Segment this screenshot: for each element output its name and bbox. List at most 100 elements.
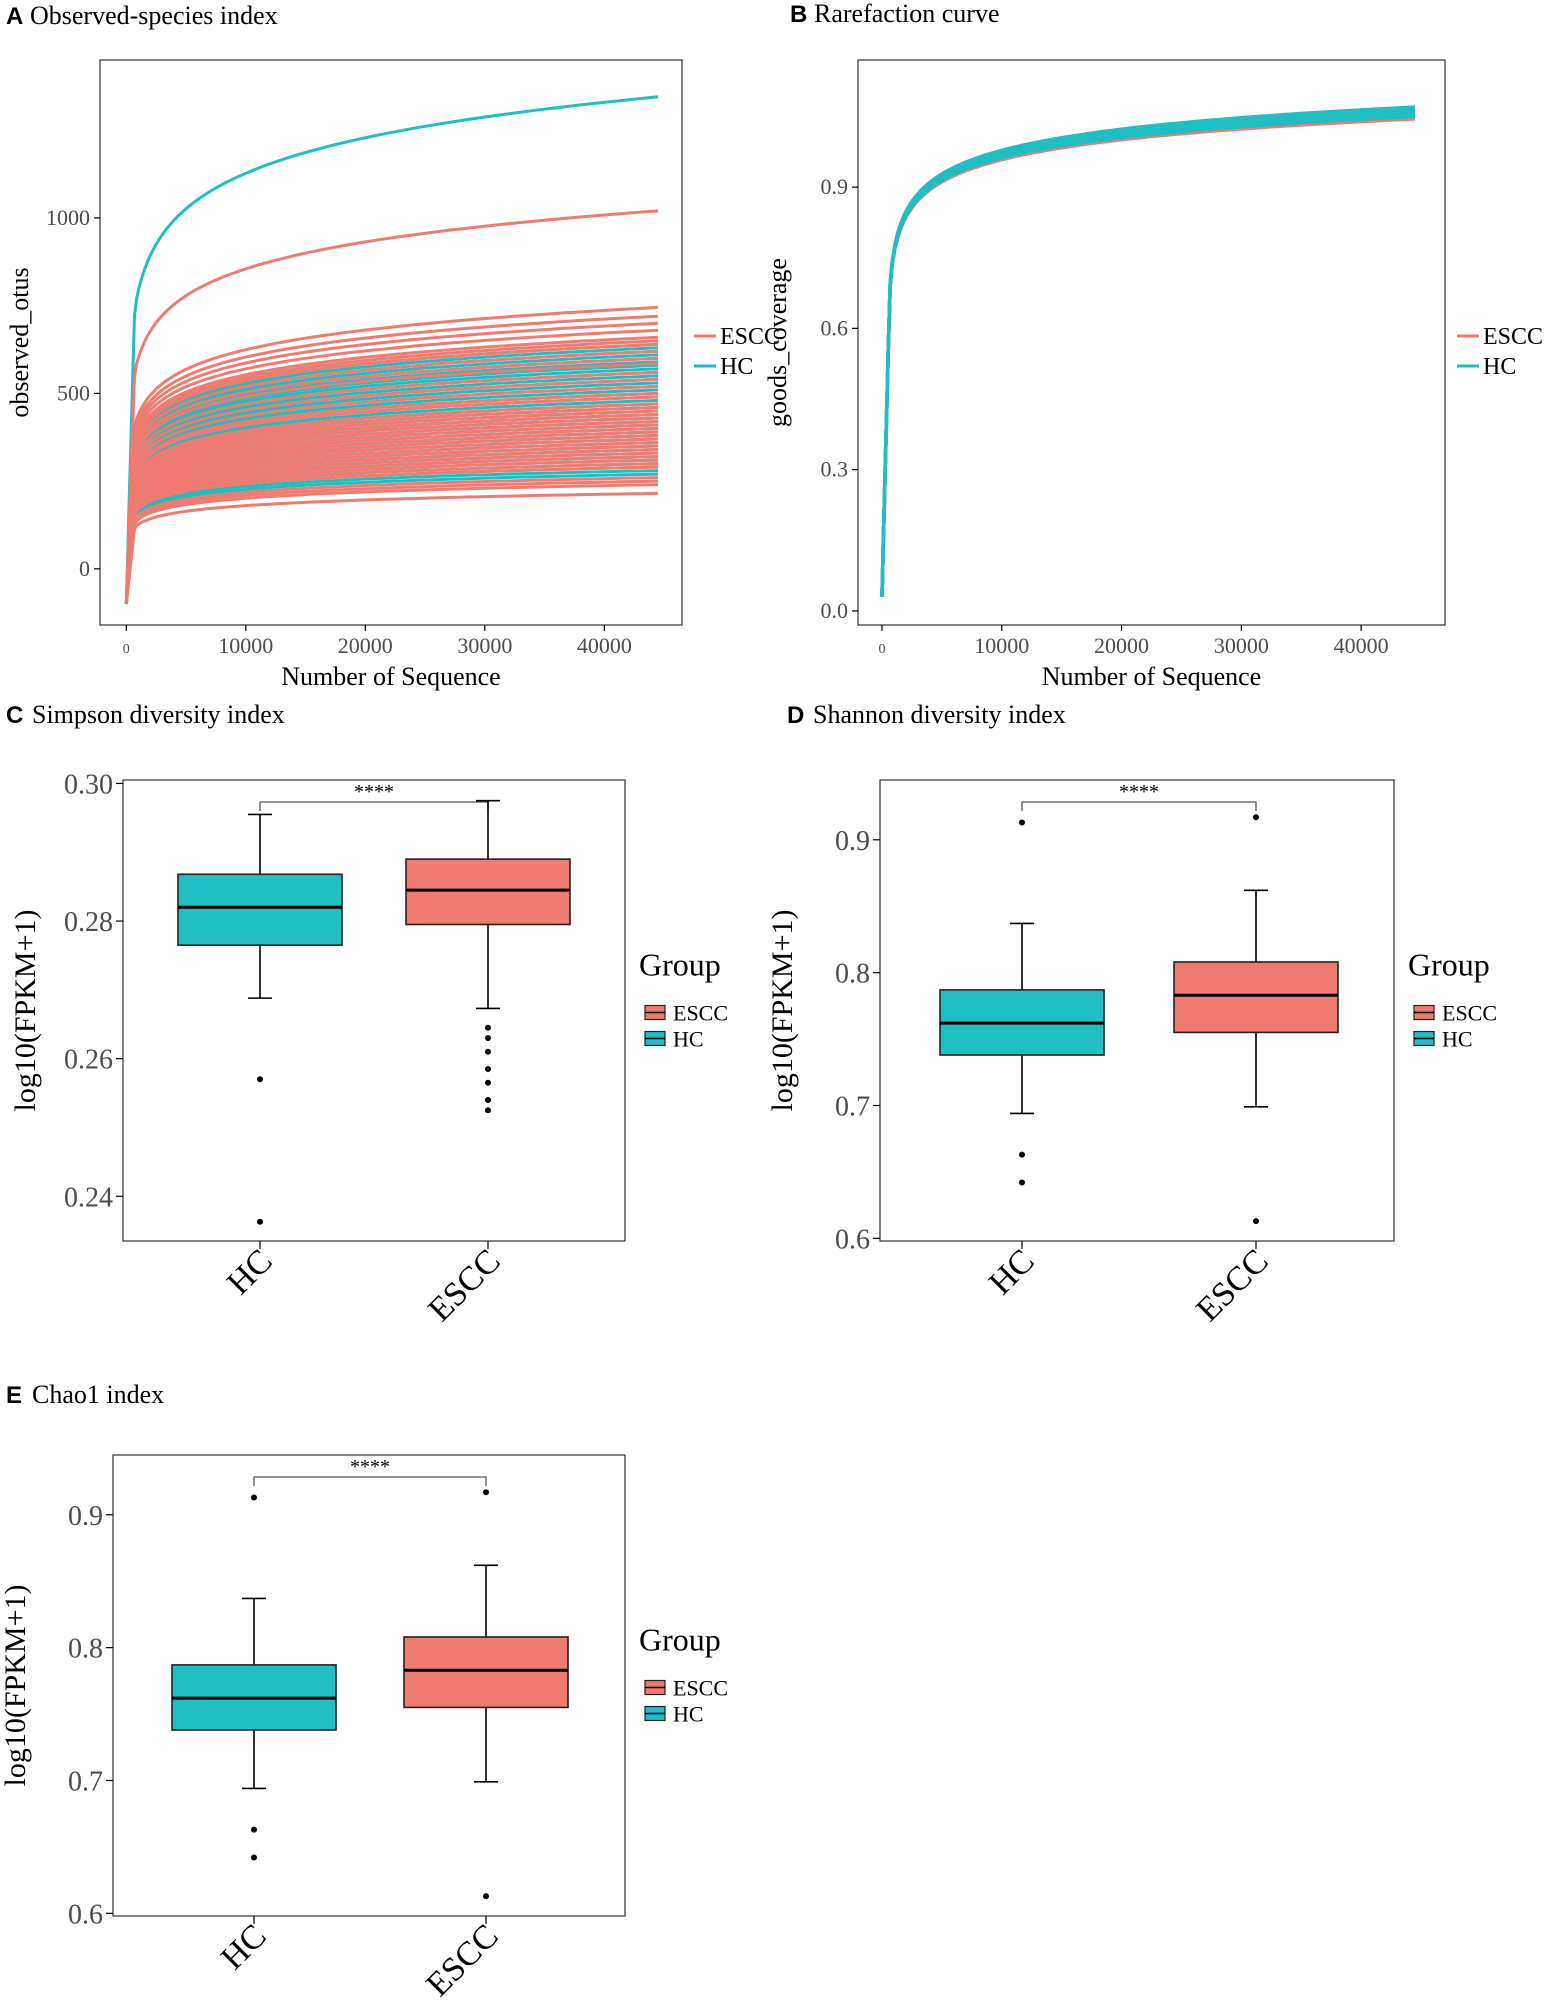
axes: 0 10000 20000 30000 40000 0.0 0.3 0.6 0.9 bbox=[821, 174, 1389, 658]
box-escc bbox=[405, 799, 571, 1114]
panel-label: A bbox=[6, 3, 23, 30]
outlier-point bbox=[485, 1096, 491, 1103]
curve-ESCC-36 bbox=[124, 479, 659, 605]
x-tick-label: 40000 bbox=[1334, 633, 1389, 658]
panel-label: C bbox=[6, 702, 23, 729]
box-iqr bbox=[1173, 961, 1339, 1034]
box-hc bbox=[177, 813, 343, 1225]
y-tick-label: 0.8 bbox=[68, 1634, 103, 1665]
x-axis-label: Number of Sequence bbox=[281, 662, 500, 691]
curve-ESCC-2 bbox=[124, 314, 659, 605]
box-iqr bbox=[405, 858, 571, 926]
axes: 0.6 0.7 0.8 0.9 HC ESCC bbox=[68, 1501, 506, 2004]
curve-ESCC-13 bbox=[124, 384, 659, 605]
y-tick-label: 1000 bbox=[46, 205, 90, 230]
significance-bracket: **** bbox=[259, 781, 489, 811]
significance-stars: **** bbox=[1119, 781, 1159, 803]
outlier-point bbox=[1019, 1151, 1025, 1158]
y-axis-label: log10(FPKM+1) bbox=[766, 910, 799, 1112]
outlier-point bbox=[483, 1489, 489, 1496]
curve-HC-2 bbox=[880, 110, 1416, 597]
x-tick-label: 30000 bbox=[457, 633, 512, 658]
plot-frame bbox=[122, 779, 626, 1242]
curve-ESCC-4 bbox=[124, 328, 659, 605]
legend-label-escc: ESCC bbox=[1483, 324, 1543, 350]
x-tick-label: 0 bbox=[123, 642, 130, 657]
significance-bracket: **** bbox=[253, 1456, 487, 1486]
x-tick-label: 30000 bbox=[1214, 633, 1269, 658]
x-tick-label: HC bbox=[220, 1242, 280, 1302]
legend-label-escc: ESCC bbox=[1442, 1001, 1497, 1026]
box-hc bbox=[171, 1494, 337, 1861]
y-axis-label: log10(FPKM+1) bbox=[0, 1585, 32, 1787]
curve-ESCC-7 bbox=[124, 342, 659, 605]
curve-ESCC-35 bbox=[124, 476, 659, 605]
panel-label: E bbox=[6, 1382, 22, 1409]
y-tick-label: 500 bbox=[57, 380, 90, 405]
curve-ESCC-38 bbox=[124, 491, 659, 605]
y-tick-label: 0.8 bbox=[835, 959, 870, 990]
y-axis-label: goods_coverage bbox=[763, 258, 792, 427]
curve-ESCC-1 bbox=[124, 305, 659, 605]
box-hc bbox=[939, 819, 1105, 1186]
x-tick-label: 20000 bbox=[338, 633, 393, 658]
y-tick-label: 0.3 bbox=[821, 457, 849, 482]
panel-C: C Simpson diversity index **** 0.24 0.26 0.28… bbox=[6, 700, 728, 1329]
curve-ESCC-0 bbox=[880, 117, 1416, 597]
legend-label-hc: HC bbox=[1483, 354, 1516, 380]
outlier-point bbox=[483, 1893, 489, 1900]
panel-label: D bbox=[787, 702, 804, 729]
curve-HC-0 bbox=[880, 114, 1416, 597]
box-escc bbox=[403, 1489, 569, 1900]
legend-title: Group bbox=[639, 1622, 721, 1658]
outlier-point bbox=[251, 1826, 257, 1833]
y-tick-label: 0.9 bbox=[821, 174, 849, 199]
x-tick-label: 10000 bbox=[974, 633, 1029, 658]
x-tick-label: 0 bbox=[878, 642, 885, 657]
legend-title: Group bbox=[1408, 947, 1490, 983]
legend-title: Group bbox=[639, 947, 721, 983]
significance-bracket: **** bbox=[1021, 781, 1257, 811]
y-tick-label: 0.30 bbox=[64, 769, 113, 800]
legend-label-escc: ESCC bbox=[673, 1676, 728, 1701]
curve-ESCC-11 bbox=[124, 370, 659, 605]
axes: 0.24 0.26 0.28 0.30 HC ESCC bbox=[64, 769, 508, 1328]
curve-ESCC-8 bbox=[124, 349, 659, 605]
legend-label-escc: ESCC bbox=[720, 324, 780, 350]
y-tick-label: 0.9 bbox=[835, 826, 870, 857]
significance-stars: **** bbox=[350, 1456, 390, 1478]
legend-label-escc: ESCC bbox=[673, 1001, 728, 1026]
y-tick-label: 0.6 bbox=[68, 1899, 103, 1930]
curve-HC-4 bbox=[880, 105, 1416, 597]
curve-HC-1 bbox=[880, 112, 1416, 597]
outlier-point bbox=[485, 1065, 491, 1072]
y-tick-label: 0.7 bbox=[835, 1091, 870, 1122]
curve-ESCC-3 bbox=[124, 321, 659, 605]
y-tick-label: 0.9 bbox=[68, 1501, 103, 1532]
bracket-line bbox=[1021, 801, 1257, 811]
curve-ESCC-4 bbox=[880, 107, 1416, 597]
x-axis-label: Number of Sequence bbox=[1042, 662, 1261, 691]
legend: ESCC HC bbox=[694, 324, 780, 380]
legend: ESCC HC bbox=[1457, 324, 1543, 380]
outlier-point bbox=[251, 1854, 257, 1861]
x-tick-label: HC bbox=[214, 1917, 274, 1977]
axes: 0.6 0.7 0.8 0.9 HC ESCC bbox=[835, 826, 1276, 1329]
panel-title: Rarefaction curve bbox=[814, 0, 1000, 28]
plot-frame bbox=[857, 59, 1446, 626]
outlier-point bbox=[1253, 1218, 1259, 1225]
panel-D: D Shannon diversity index **** 0.6 0.7 0.8 0.9… bbox=[766, 700, 1497, 1329]
plot-frame bbox=[99, 59, 683, 626]
outlier-point bbox=[257, 1076, 263, 1083]
y-tick-label: 0.7 bbox=[68, 1766, 103, 1797]
curve-ESCC-1 bbox=[880, 114, 1416, 597]
y-tick-label: 0.26 bbox=[64, 1045, 113, 1076]
y-axis-label: log10(FPKM+1) bbox=[9, 910, 42, 1112]
curve-ESCC-37 bbox=[124, 483, 659, 605]
bracket-line bbox=[259, 801, 489, 811]
panel-E: E Chao1 index****0.60.70.80.9HC ESCClog10(… bbox=[0, 1380, 728, 2004]
outlier-point bbox=[485, 1024, 491, 1031]
